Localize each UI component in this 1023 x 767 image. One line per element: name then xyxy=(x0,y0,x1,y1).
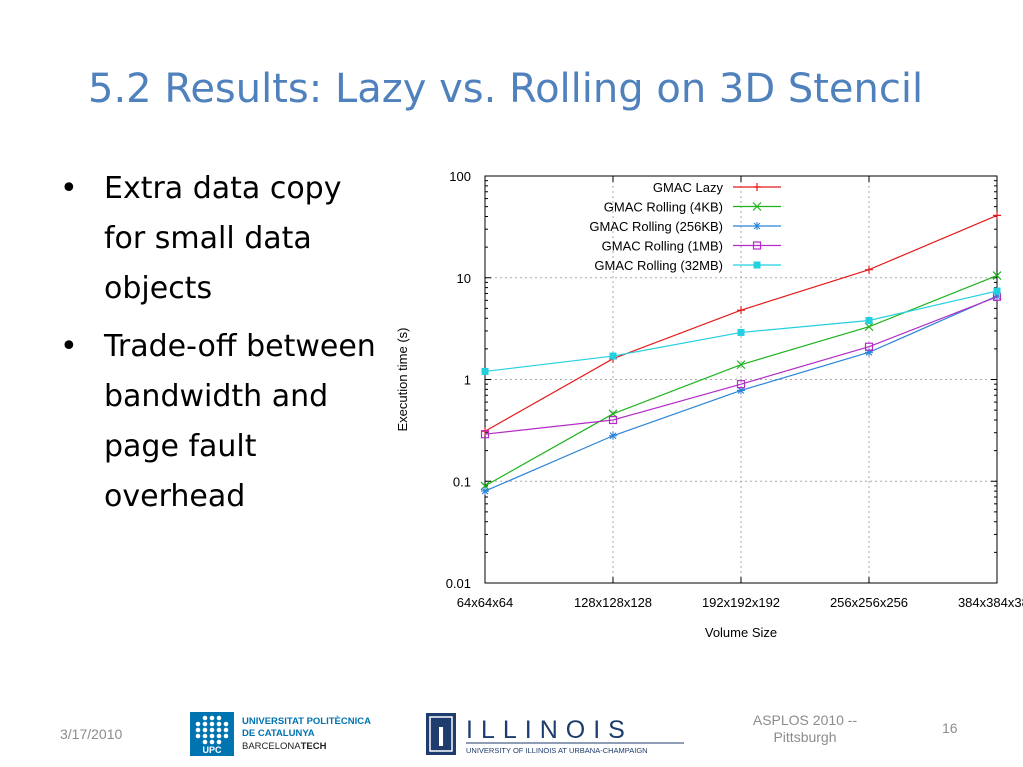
x-marker xyxy=(736,360,746,370)
upc-emblem-dot xyxy=(216,727,222,733)
upc-emblem-dot xyxy=(223,727,229,733)
y-tick-label: 0.1 xyxy=(453,474,471,489)
x-marker xyxy=(864,322,874,332)
y-tick-label: 1 xyxy=(464,373,471,388)
plus-marker xyxy=(993,211,1001,220)
legend: GMAC Lazy GMAC Rolling (4KB) GMAC Rolling … xyxy=(589,180,781,273)
illinois-subline: UNIVERSITY OF ILLINOIS AT URBANA-CHAMPAI… xyxy=(466,746,648,755)
x-marker xyxy=(752,202,762,211)
legend-label: GMAC Rolling (4KB) xyxy=(604,200,723,215)
y-tick-label: 10 xyxy=(457,271,471,286)
upc-emblem-dot xyxy=(216,715,222,721)
legend-label: GMAC Rolling (32MB) xyxy=(594,258,723,273)
open-square-marker xyxy=(864,342,874,351)
series-line xyxy=(484,296,998,435)
y-axis-label: Execution time (s) xyxy=(395,327,410,431)
illinois-emblem-letter: I xyxy=(437,721,445,752)
footer-date: 3/17/2010 xyxy=(60,726,123,742)
x-tick-label: 384x384x384 xyxy=(958,595,1023,610)
illinois-wordmark: ILLINOIS xyxy=(466,716,633,744)
open-square-marker xyxy=(480,430,490,439)
asterisk-marker xyxy=(609,431,617,440)
bullet-marker: • xyxy=(60,329,78,364)
upc-name-line1: UNIVERSITAT POLITÈCNICA xyxy=(242,716,371,727)
footer-conference: ASPLOS 2010 -- Pittsburgh xyxy=(752,712,858,745)
filled-square-marker xyxy=(993,287,1001,295)
legend-label: GMAC Rolling (1MB) xyxy=(602,239,723,254)
bullet-item: • Extra data copy for small data objects xyxy=(58,164,378,314)
upc-emblem-dot xyxy=(202,727,208,733)
series-gmac-rolling-1mb xyxy=(480,292,1002,439)
asterisk-marker xyxy=(481,487,489,496)
upc-emblem-dot xyxy=(223,721,229,727)
open-square-marker xyxy=(752,241,762,250)
filled-square-marker xyxy=(753,261,761,269)
upc-emblem-dot xyxy=(195,721,201,727)
asterisk-marker xyxy=(993,292,1001,301)
bullet-marker: • xyxy=(60,171,78,206)
upc-logo-svg: UPC UNIVERSITAT POLITÈCNICA DE CATALUNYA… xyxy=(190,712,371,756)
upc-emblem-dot xyxy=(216,739,222,745)
bullet-item: • Trade-off between bandwidth and page f… xyxy=(58,322,378,522)
upc-emblem-text: UPC xyxy=(202,745,222,755)
upc-emblem-dot xyxy=(202,739,208,745)
x-tick-label: 64x64x64 xyxy=(457,595,513,610)
open-square-marker xyxy=(736,380,746,389)
upc-emblem-dot xyxy=(202,715,208,721)
illinois-logo: I ILLINOIS UNIVERSITY OF ILLINOIS AT URB… xyxy=(426,712,688,756)
y-tick-label: 0.01 xyxy=(446,576,471,591)
x-tick-label: 192x192x192 xyxy=(702,595,780,610)
upc-emblem-dot xyxy=(209,721,215,727)
asterisk-marker xyxy=(737,386,745,395)
upc-emblem-dot xyxy=(216,733,222,739)
slide-title: 5.2 Results: Lazy vs. Rolling on 3D Sten… xyxy=(88,66,924,112)
x-marker xyxy=(992,271,1002,281)
x-tick-label: 256x256x256 xyxy=(830,595,908,610)
upc-emblem-dot xyxy=(202,721,208,727)
upc-logo: UPC UNIVERSITAT POLITÈCNICA DE CATALUNYA… xyxy=(190,712,385,756)
x-tick-label: 128x128x128 xyxy=(574,595,652,610)
upc-emblem-dot xyxy=(195,727,201,733)
plus-marker xyxy=(737,306,745,315)
plot-frame xyxy=(484,175,998,584)
upc-tech-text: TECH xyxy=(301,741,327,752)
plus-marker xyxy=(753,183,761,191)
illinois-emblem-frame xyxy=(429,716,453,752)
legend-label: GMAC Lazy xyxy=(653,180,724,195)
filled-square-marker xyxy=(865,317,873,325)
execution-time-chart: 0.01 0.1 1 10 100 64x64x64 128x128x128 192x192x… xyxy=(380,158,1023,648)
illinois-emblem-background xyxy=(426,713,456,755)
filled-square-marker xyxy=(609,352,617,360)
filled-square-marker xyxy=(737,328,745,336)
upc-emblem-dot xyxy=(223,733,229,739)
plus-marker xyxy=(865,265,873,274)
upc-emblem-dots xyxy=(195,715,229,745)
upc-name-line2: DE CATALUNYA xyxy=(242,728,315,739)
upc-emblem-dot xyxy=(209,733,215,739)
upc-emblem-dot xyxy=(209,739,215,745)
upc-emblem-dot xyxy=(216,721,222,727)
series-gmac-rolling-256kb xyxy=(481,292,1001,496)
asterisk-marker xyxy=(865,348,873,357)
y-tick-label: 100 xyxy=(449,169,471,184)
series-gmac-rolling-32mb xyxy=(481,287,1001,375)
upc-emblem-dot xyxy=(195,733,201,739)
x-axis-label: Volume Size xyxy=(705,625,777,640)
chart-svg: 0.01 0.1 1 10 100 64x64x64 128x128x128 192x192x… xyxy=(395,169,1023,640)
footer-page-number: 16 xyxy=(942,720,958,736)
bullet-text: Extra data copy for small data objects xyxy=(104,171,342,306)
upc-emblem-dot xyxy=(209,727,215,733)
upc-emblem-dot xyxy=(209,715,215,721)
bullet-list: • Extra data copy for small data objects… xyxy=(58,164,378,530)
legend-label: GMAC Rolling (256KB) xyxy=(589,219,723,234)
upc-name-line3: BARCELONATECH xyxy=(242,741,327,752)
upc-barcelona-text: BARCELONA xyxy=(242,741,301,752)
illinois-logo-svg: I ILLINOIS UNIVERSITY OF ILLINOIS AT URB… xyxy=(426,713,684,755)
upc-emblem-dot xyxy=(202,733,208,739)
asterisk-marker xyxy=(753,222,761,230)
filled-square-marker xyxy=(481,367,489,375)
open-square-marker xyxy=(608,415,618,425)
bullet-text: Trade-off between bandwidth and page fau… xyxy=(104,329,376,514)
